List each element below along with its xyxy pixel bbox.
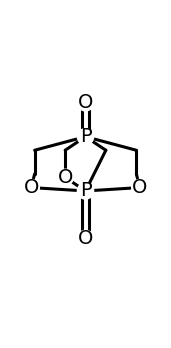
- Text: O: O: [24, 178, 39, 197]
- Text: O: O: [57, 168, 73, 187]
- Text: P: P: [80, 127, 91, 146]
- Circle shape: [77, 183, 94, 199]
- Text: O: O: [132, 178, 147, 197]
- Circle shape: [23, 180, 39, 196]
- Text: O: O: [78, 93, 93, 112]
- Text: P: P: [80, 181, 91, 200]
- Circle shape: [132, 180, 148, 196]
- Text: O: O: [78, 229, 93, 248]
- Circle shape: [77, 230, 94, 247]
- Circle shape: [77, 128, 94, 145]
- Circle shape: [57, 169, 73, 185]
- Circle shape: [77, 95, 94, 111]
